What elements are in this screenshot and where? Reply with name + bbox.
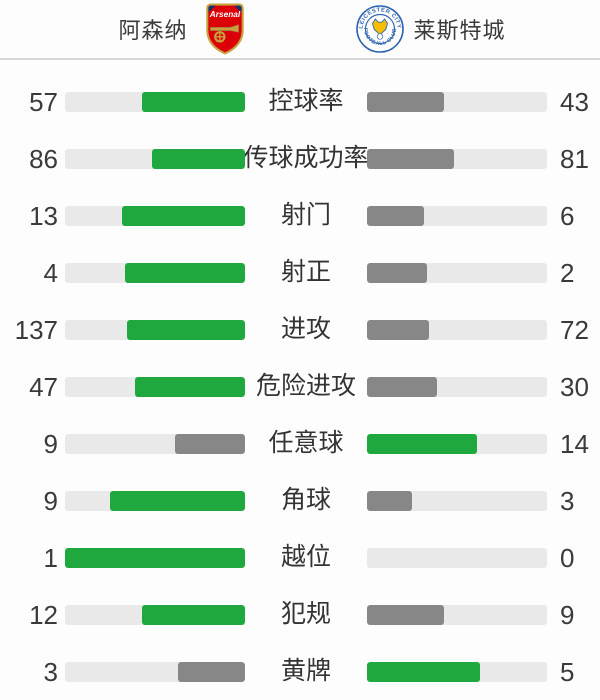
away-team-name: 莱斯特城 (413, 18, 506, 44)
home-value: 12 (29, 599, 58, 630)
stat-row: 57 控球率 43 (0, 73, 600, 130)
away-bar-track (367, 376, 547, 397)
home-value: 9 (43, 485, 58, 516)
away-bar-track (367, 205, 547, 226)
home-bar-fill (142, 604, 245, 625)
home-bar-track (65, 262, 245, 283)
svg-text:Arsenal: Arsenal (208, 9, 240, 19)
away-value: 14 (560, 428, 589, 459)
home-bar-track (65, 433, 245, 454)
stat-label: 传球成功率 (243, 144, 369, 172)
stat-row: 12 犯规 9 (0, 586, 600, 643)
header-divider (0, 58, 600, 60)
stat-label: 射门 (280, 201, 331, 229)
stat-label: 犯规 (280, 600, 331, 628)
away-value: 43 (560, 86, 589, 117)
away-value: 5 (560, 656, 575, 687)
stat-row: 47 危险进攻 30 (0, 358, 600, 415)
home-bar-fill (127, 319, 245, 340)
away-bar-track (367, 433, 547, 454)
home-bar-track (65, 490, 245, 511)
away-bar-fill (367, 205, 424, 226)
stat-label: 控球率 (268, 87, 344, 115)
away-bar-track (367, 661, 547, 682)
home-team: 阿森纳 Arsenal (118, 3, 245, 55)
home-value: 13 (29, 200, 58, 231)
home-value: 137 (14, 314, 58, 345)
away-bar-fill (367, 490, 412, 511)
stat-label: 黄牌 (280, 657, 331, 685)
home-bar-track (65, 319, 245, 340)
home-value: 9 (43, 428, 58, 459)
home-bar-track (65, 661, 245, 682)
home-bar-fill (135, 376, 245, 397)
stat-row: 86 传球成功率 81 (0, 130, 600, 187)
home-bar-fill (152, 148, 245, 169)
away-value: 6 (560, 200, 575, 231)
away-bar-track (367, 547, 547, 568)
home-value: 47 (29, 371, 58, 402)
home-bar-track (65, 91, 245, 112)
away-bar-track (367, 148, 547, 169)
home-bar-track (65, 547, 245, 568)
away-bar-track (367, 604, 547, 625)
stat-label: 危险进攻 (255, 372, 356, 400)
home-bar-track (65, 205, 245, 226)
home-value: 3 (43, 656, 58, 687)
away-bar-fill (367, 91, 445, 112)
stat-row: 3 黄牌 5 (0, 643, 600, 700)
header: 阿森纳 Arsenal (0, 0, 600, 59)
home-bar-fill (110, 490, 245, 511)
home-team-name: 阿森纳 (118, 18, 188, 44)
away-value: 72 (560, 314, 589, 345)
leicester-city-crest-icon: LEICESTER CITY FOOTBALL CLUB (355, 5, 404, 53)
stat-row: 137 进攻 72 (0, 301, 600, 358)
stat-row: 13 射门 6 (0, 187, 600, 244)
stat-label: 射正 (280, 258, 331, 286)
away-bar-track (367, 262, 547, 283)
home-bar-fill (177, 661, 245, 682)
away-bar-fill (367, 604, 445, 625)
away-bar-track (367, 91, 547, 112)
away-value: 30 (560, 371, 589, 402)
away-bar-fill (367, 262, 427, 283)
stat-label: 进攻 (280, 315, 331, 343)
away-bar-fill (367, 319, 429, 340)
stats-list: 57 控球率 43 86 传球成功率 81 13 射门 6 4 (0, 60, 600, 700)
away-value: 81 (560, 143, 589, 174)
home-bar-track (65, 376, 245, 397)
away-bar-track (367, 319, 547, 340)
away-bar-fill (367, 661, 480, 682)
arsenal-crest-icon: Arsenal (204, 3, 246, 55)
home-bar-fill (65, 547, 245, 568)
stat-row: 4 射正 2 (0, 244, 600, 301)
home-value: 4 (43, 257, 58, 288)
home-bar-fill (125, 262, 245, 283)
away-bar-track (367, 490, 547, 511)
home-bar-track (65, 604, 245, 625)
away-bar-fill (367, 148, 455, 169)
stat-label: 任意球 (268, 429, 344, 457)
stat-label: 角球 (280, 486, 331, 514)
home-bar-fill (174, 433, 245, 454)
away-value: 3 (560, 485, 575, 516)
stat-row: 9 角球 3 (0, 472, 600, 529)
away-team: LEICESTER CITY FOOTBALL CLUB 莱斯特城 (355, 5, 506, 53)
home-bar-fill (142, 91, 245, 112)
home-value: 86 (29, 143, 58, 174)
away-bar-fill (367, 376, 438, 397)
stat-row: 9 任意球 14 (0, 415, 600, 472)
stat-label: 越位 (280, 543, 331, 571)
away-bar-fill (367, 433, 477, 454)
home-bar-track (65, 148, 245, 169)
home-value: 57 (29, 86, 58, 117)
away-value: 9 (560, 599, 575, 630)
stat-row: 1 越位 0 (0, 529, 600, 586)
home-bar-fill (121, 205, 245, 226)
away-value: 2 (560, 257, 575, 288)
away-value: 0 (560, 542, 575, 573)
home-value: 1 (43, 542, 58, 573)
